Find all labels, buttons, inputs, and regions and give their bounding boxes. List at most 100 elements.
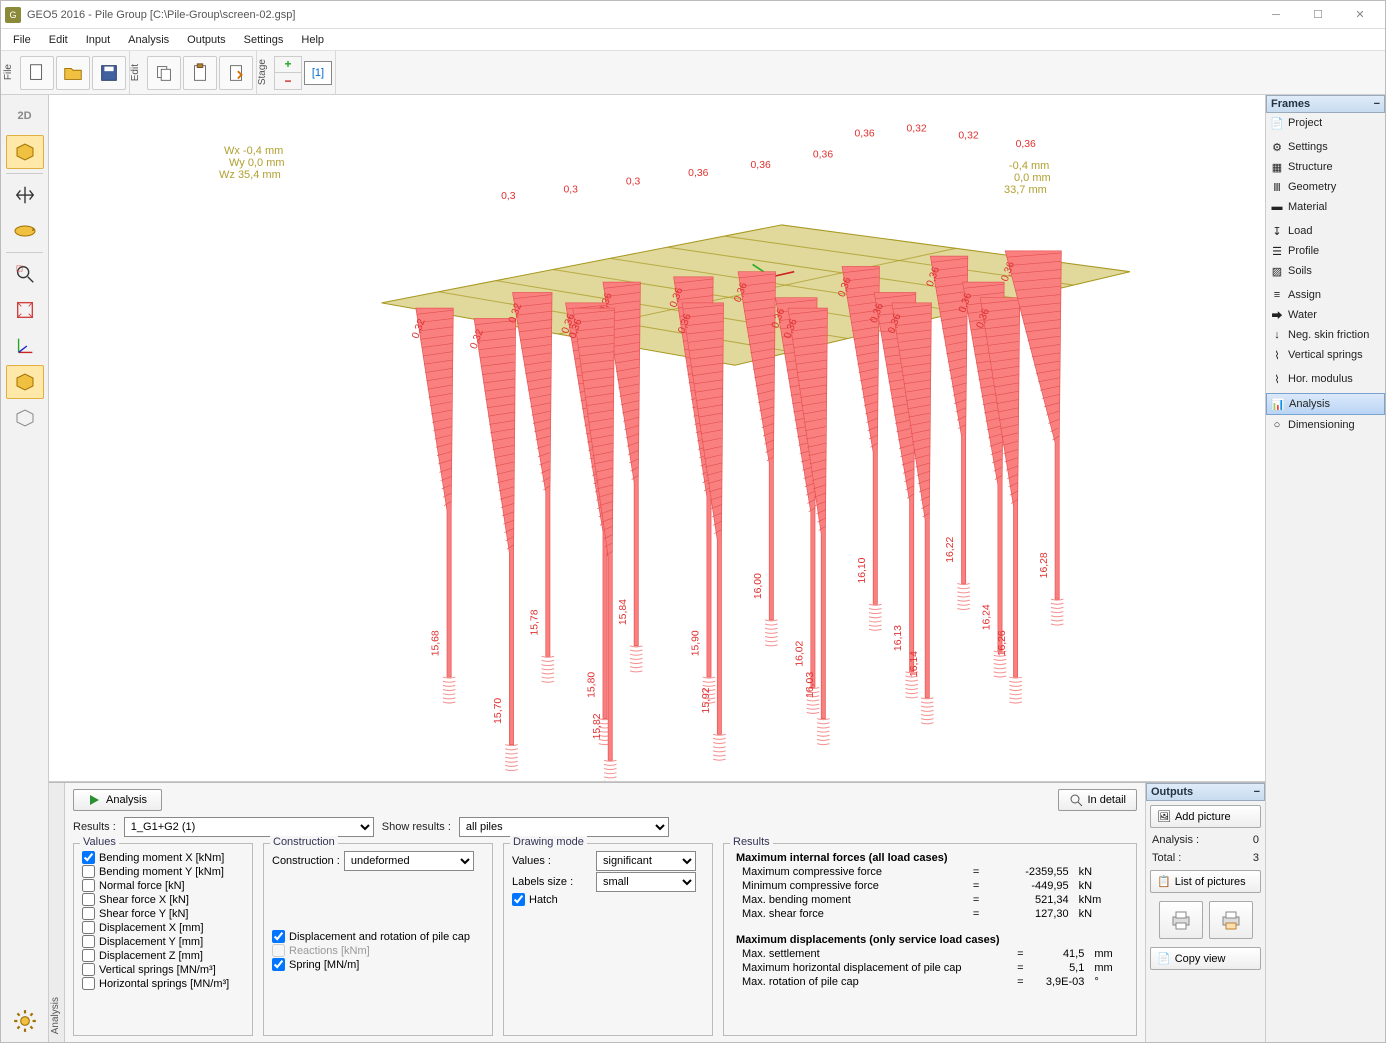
frames-header: Frames− (1266, 95, 1385, 113)
menu-edit[interactable]: Edit (41, 32, 76, 48)
frame-item-analysis[interactable]: 📊Analysis (1266, 393, 1385, 415)
show-results-select[interactable]: all piles (459, 817, 669, 837)
svg-text:0,36: 0,36 (1016, 139, 1036, 150)
svg-text:15,92: 15,92 (701, 687, 712, 713)
print-button-1[interactable] (1159, 901, 1203, 939)
list-pictures-button[interactable]: 📋List of pictures (1150, 870, 1261, 893)
wireframe-view-button[interactable] (6, 401, 44, 435)
pan-button[interactable] (6, 178, 44, 212)
frame-item-material[interactable]: ▬Material (1266, 197, 1385, 217)
construction-select[interactable]: undeformed (344, 851, 474, 871)
view-3d-button[interactable] (6, 135, 44, 169)
svg-text:15,70: 15,70 (493, 698, 504, 724)
frame-item-dim[interactable]: ○Dimensioning (1266, 415, 1385, 435)
stage-add-button[interactable]: + (275, 57, 301, 74)
check-shear-x[interactable] (82, 893, 95, 906)
rotate-button[interactable] (6, 214, 44, 248)
results-select[interactable]: 1_G1+G2 (1) (124, 817, 374, 837)
collapse-icon[interactable]: − (1374, 98, 1380, 110)
results-legend: Results (730, 836, 773, 848)
view-2d-button[interactable]: 2D (6, 99, 44, 133)
menubar: File Edit Input Analysis Outputs Setting… (1, 29, 1385, 51)
collapse-icon[interactable]: − (1254, 786, 1260, 798)
copy-icon: 📄 (1157, 952, 1171, 965)
right-label-0: -0,4 mm (1009, 160, 1049, 172)
frame-item-water[interactable]: ⮕Water (1266, 305, 1385, 325)
frame-item-assign[interactable]: ≡Assign (1266, 285, 1385, 305)
frame-item-project[interactable]: 📄Project (1266, 113, 1385, 133)
frame-item-geometry[interactable]: ⅢGeometry (1266, 177, 1385, 197)
run-analysis-button[interactable]: Analysis (73, 789, 162, 811)
toolbar-edit-label: Edit (130, 62, 144, 83)
copy-button[interactable] (147, 56, 181, 90)
frame-item-profile[interactable]: ☰Profile (1266, 241, 1385, 261)
svg-text:0,36: 0,36 (688, 168, 708, 179)
svg-text:16,02: 16,02 (795, 640, 806, 666)
stage-number[interactable]: [1] (304, 61, 332, 85)
paste-button[interactable] (183, 56, 217, 90)
check-shear-y[interactable] (82, 907, 95, 920)
check-bending-x[interactable] (82, 851, 95, 864)
in-detail-button[interactable]: In detail (1058, 789, 1137, 811)
svg-text:15,78: 15,78 (529, 609, 540, 635)
frame-item-settings[interactable]: ⚙Settings (1266, 137, 1385, 157)
3d-viewport[interactable]: 0,3215,680,3215,700,3215,780,3615,800,36… (49, 95, 1265, 782)
check-disp-y[interactable] (82, 935, 95, 948)
menu-outputs[interactable]: Outputs (179, 32, 234, 48)
check-hatch[interactable] (512, 893, 525, 906)
soils-icon: ▨ (1270, 264, 1284, 278)
values-mode-select[interactable]: significant (596, 851, 696, 871)
check-bending-y[interactable] (82, 865, 95, 878)
shaded-view-button[interactable] (6, 365, 44, 399)
frame-item-structure[interactable]: ▦Structure (1266, 157, 1385, 177)
copy-view-button[interactable]: 📄Copy view (1150, 947, 1261, 970)
fit-button[interactable] (6, 293, 44, 327)
results-label: Results : (73, 821, 116, 833)
print-button-2[interactable] (1209, 901, 1253, 939)
svg-text:16,24: 16,24 (982, 604, 993, 630)
wz-label: Wz 35,4 mm (219, 169, 281, 181)
construction-legend: Construction (270, 836, 338, 848)
menu-analysis[interactable]: Analysis (120, 32, 177, 48)
menu-settings[interactable]: Settings (236, 32, 292, 48)
check-cap-disp[interactable] (272, 930, 285, 943)
labels-size-select[interactable]: small (596, 872, 696, 892)
dim-icon: ○ (1270, 418, 1284, 432)
frame-item-nsf[interactable]: ↓Neg. skin friction (1266, 325, 1385, 345)
maximize-button[interactable]: ☐ (1297, 2, 1339, 28)
zoom-button[interactable] (6, 257, 44, 291)
menu-file[interactable]: File (5, 32, 39, 48)
stage-remove-button[interactable]: − (275, 73, 301, 89)
add-picture-button[interactable]: 🖼Add picture (1150, 805, 1261, 828)
analysis-side-tab[interactable]: Analysis (49, 783, 65, 1042)
check-normal-force[interactable] (82, 879, 95, 892)
frame-item-soils[interactable]: ▨Soils (1266, 261, 1385, 281)
svg-text:15,82: 15,82 (592, 713, 603, 739)
wx-label: Wx -0,4 mm (224, 145, 283, 157)
menu-help[interactable]: Help (293, 32, 332, 48)
frame-item-hmod[interactable]: ⌇Hor. modulus (1266, 369, 1385, 389)
minimize-button[interactable]: ─ (1255, 2, 1297, 28)
check-disp-z[interactable] (82, 949, 95, 962)
water-icon: ⮕ (1270, 308, 1284, 322)
svg-text:0,32: 0,32 (958, 131, 978, 142)
material-icon: ▬ (1270, 200, 1284, 214)
frame-item-load[interactable]: ↧Load (1266, 221, 1385, 241)
new-file-button[interactable] (20, 56, 54, 90)
save-file-button[interactable] (92, 56, 126, 90)
open-file-button[interactable] (56, 56, 90, 90)
check-vsprings[interactable] (82, 963, 95, 976)
check-hsprings[interactable] (82, 977, 95, 990)
settings-gear-button[interactable] (6, 1004, 44, 1038)
menu-input[interactable]: Input (78, 32, 118, 48)
close-button[interactable]: ✕ (1339, 2, 1381, 28)
axes-button[interactable] (6, 329, 44, 363)
check-disp-x[interactable] (82, 921, 95, 934)
analysis-icon: 📊 (1271, 397, 1285, 411)
check-reactions (272, 944, 285, 957)
frame-item-vsprings[interactable]: ⌇Vertical springs (1266, 345, 1385, 365)
svg-text:16,28: 16,28 (1039, 552, 1050, 578)
check-spring[interactable] (272, 958, 285, 971)
paste-special-button[interactable] (219, 56, 253, 90)
results-text: Maximum internal forces (all load cases)… (732, 850, 1128, 992)
